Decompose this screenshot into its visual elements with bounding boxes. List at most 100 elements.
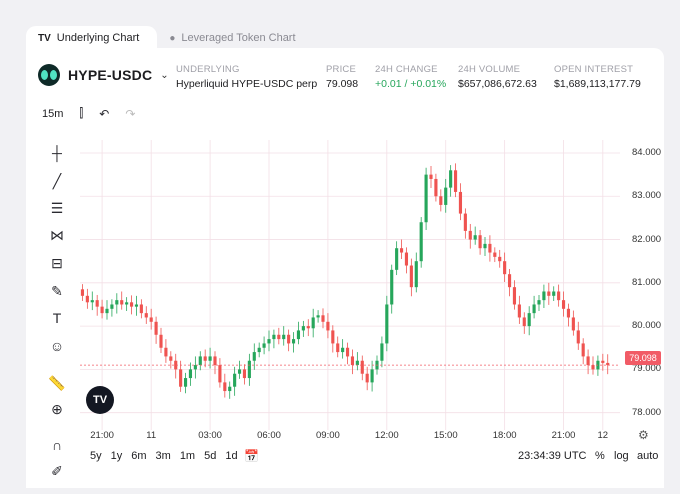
auto-toggle[interactable]: auto (637, 450, 659, 462)
candle (208, 347, 212, 369)
price-tick-label: 78.000 (632, 406, 662, 418)
candle (581, 338, 585, 365)
stat-label: 24H VOLUME (458, 64, 521, 75)
stat-label: 24H CHANGE (375, 64, 438, 75)
candle (547, 282, 551, 305)
candle (282, 326, 286, 346)
candle (233, 366, 237, 396)
calendar-icon[interactable]: 📅 (244, 449, 259, 463)
candle (183, 372, 188, 394)
zoom-in-icon[interactable]: ⊕ (51, 400, 63, 417)
brush-icon[interactable]: ✎ (51, 282, 63, 299)
candle (395, 241, 399, 276)
candle (134, 295, 139, 316)
redo-icon[interactable]: ↷ (125, 106, 136, 121)
candle (277, 327, 281, 345)
stat-label: PRICE (326, 64, 357, 75)
chevron-down-icon: ⌄ (160, 69, 169, 81)
symbol-selector[interactable]: HYPE-USDC ⌄ (38, 64, 169, 86)
candle (458, 183, 463, 221)
price-tick-label: 80.000 (632, 320, 662, 332)
candle (601, 353, 605, 371)
candle (566, 303, 571, 327)
timeframe-5d[interactable]: 5d (204, 450, 217, 462)
interval-button[interactable]: 15m (42, 107, 64, 120)
candle (429, 165, 433, 189)
candle (404, 247, 409, 274)
time-tick-label: 11 (146, 430, 157, 441)
candle (419, 217, 423, 268)
tab-label: Underlying Chart (56, 32, 140, 44)
timeframe-1d[interactable]: 1d (225, 450, 238, 462)
candle (179, 360, 183, 392)
chart-tabs: TV Underlying Chart ● Leveraged Token Ch… (26, 26, 314, 52)
candle (606, 354, 610, 375)
timeframe-6m[interactable]: 6m (131, 450, 147, 462)
time-tick-label: 12 (597, 430, 609, 441)
price-chart[interactable] (80, 140, 620, 430)
candle (174, 353, 178, 379)
chart-panel: HYPE-USDC ⌄ UNDERLYING Hyperliquid HYPE-… (26, 48, 664, 488)
undo-icon[interactable]: ↶ (99, 106, 110, 121)
candle (139, 299, 143, 319)
text-icon[interactable]: T (52, 310, 62, 326)
crosshair-icon[interactable]: ┼ (52, 145, 62, 161)
percent-toggle[interactable]: % (595, 450, 605, 462)
candle (154, 316, 158, 344)
candle (247, 353, 251, 386)
candle (350, 349, 355, 375)
candle (316, 310, 320, 323)
tab-underlying-chart[interactable]: TV Underlying Chart (26, 26, 158, 50)
stat-value: 79.098 (326, 78, 359, 90)
candle (542, 284, 546, 308)
timeframe-1m[interactable]: 1m (179, 450, 196, 462)
tab-leveraged-token-chart[interactable]: ● Leveraged Token Chart (157, 26, 313, 50)
pattern-icon[interactable]: ⋈ (50, 226, 64, 243)
candle (571, 310, 575, 336)
candle (390, 264, 394, 314)
stat-price: PRICE 79.098 (326, 64, 358, 90)
log-toggle[interactable]: log (614, 450, 629, 462)
candle (385, 295, 389, 352)
timeframe-5y[interactable]: 5y (90, 450, 102, 462)
time-tick-label: 15:00 (433, 430, 458, 441)
candle (267, 330, 271, 352)
candle (360, 355, 364, 381)
price-tick-label: 82.000 (632, 233, 662, 245)
candle (468, 223, 472, 249)
utc-clock[interactable]: 23:34:39 UTC (518, 450, 587, 462)
candle (434, 173, 438, 202)
tradingview-logo-icon[interactable]: TV (86, 386, 114, 414)
candle (507, 268, 512, 297)
time-tick-label: 18:00 (492, 430, 517, 441)
candle (272, 329, 276, 349)
magnet-icon[interactable]: ∩ (51, 437, 63, 453)
projection-icon[interactable]: ⊟ (51, 254, 63, 271)
candle (414, 252, 418, 293)
chart-toolbar: 15m ⫿ ↶ ↷ (42, 106, 135, 121)
candle (498, 249, 502, 268)
horizontal-lines-icon[interactable]: ☰ (50, 199, 64, 216)
candle (345, 342, 350, 365)
candle (262, 336, 266, 355)
candle-style-icon[interactable]: ⫿ (79, 106, 84, 120)
candle (326, 313, 330, 339)
candle (478, 230, 482, 255)
candle (512, 280, 517, 310)
candle (463, 208, 467, 239)
timeframe-selector: 5y 1y 6m 3m 1m 5d 1d (90, 450, 238, 462)
pencil-icon[interactable]: ✐ (51, 462, 63, 479)
timeframe-3m[interactable]: 3m (155, 450, 171, 462)
timeframe-1y[interactable]: 1y (110, 450, 123, 462)
candle (306, 319, 310, 337)
candle (365, 366, 369, 391)
time-tick-label: 12:00 (374, 430, 399, 441)
ruler-icon[interactable]: 📏 (48, 374, 66, 391)
stat-value: $1,689,113,177.79 (554, 78, 641, 90)
stat-value: $657,086,672.63 (458, 78, 537, 90)
trend-line-icon[interactable]: ╱ (52, 172, 62, 189)
candle (257, 342, 261, 358)
emoji-icon[interactable]: ☺ (49, 338, 65, 354)
settings-gear-icon[interactable]: ⚙ (638, 428, 649, 442)
price-tick-label: 84.000 (632, 146, 662, 158)
